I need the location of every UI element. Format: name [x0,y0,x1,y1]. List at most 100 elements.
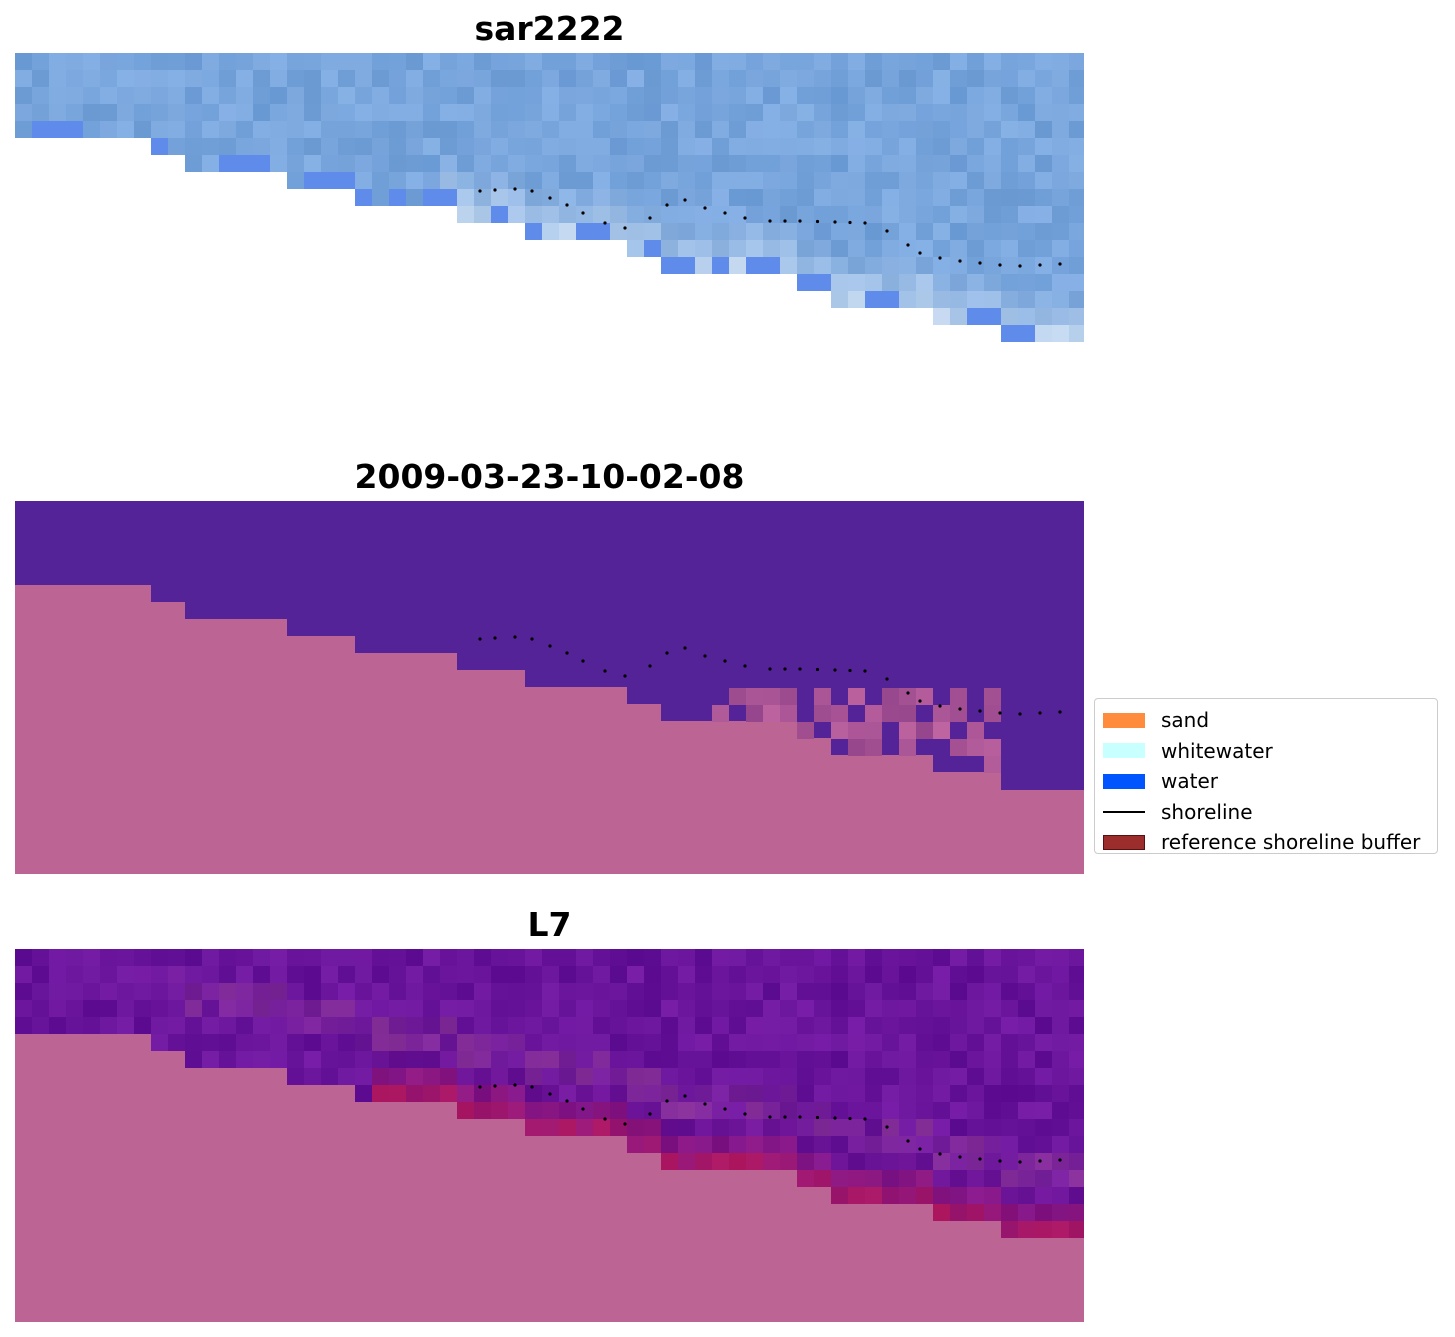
index-pixel [831,1034,848,1051]
rgb-pixel [746,189,763,206]
index-pixel [1052,1085,1069,1102]
water-class-column [542,501,559,687]
rgb-pixel [304,87,321,104]
shoreline-dot [623,674,627,678]
index-pixel [831,1085,848,1102]
water-class-column [253,501,270,619]
rgb-pixel [508,172,525,189]
index-pixel [576,949,593,966]
index-pixel [831,1102,848,1119]
index-pixel [474,1051,491,1068]
index-pixel [100,1000,117,1017]
index-pixel [593,1034,610,1051]
rgb-pixel [593,155,610,172]
index-pixel [117,949,134,966]
shoreline-dots [478,187,1062,268]
index-pixel [576,1000,593,1017]
rgb-pixel [287,87,304,104]
rgb-pixel [219,70,236,87]
shoreline-dot [548,1092,552,1096]
rgb-pixel [916,291,933,308]
rgb-pixel [746,104,763,121]
index-pixel [457,1034,474,1051]
index-pixel [287,966,304,983]
water-class-column [389,501,406,653]
rgb-pixel [950,70,967,87]
rgb-pixel [865,70,882,87]
rgb-pixel [202,87,219,104]
index-pixel [236,1051,253,1068]
index-pixel [576,1017,593,1034]
rgb-pixel [1035,240,1052,257]
index-pixel [984,1170,1001,1187]
index-pixel [984,1136,1001,1153]
water-class-column [474,501,491,670]
index-pixel [151,966,168,983]
rgb-pixel [423,104,440,121]
index-pixel [440,1068,457,1085]
rgb-pixel [984,104,1001,121]
rgb-pixel [865,223,882,240]
index-pixel [525,1051,542,1068]
shoreline-dot [478,189,482,193]
index-pixel [457,1085,474,1102]
rgb-pixel [882,155,899,172]
mixed-class-pixel [882,688,899,705]
rgb-pixel [508,189,525,206]
rgb-pixel [916,121,933,138]
rgb-pixel [1052,223,1069,240]
index-pixel [899,1170,916,1187]
legend-label-whitewater: whitewater [1161,738,1273,763]
mixed-class-pixel [984,688,1001,705]
rgb-pixel [372,189,389,206]
index-pixel [1001,1102,1018,1119]
water-class-column [117,501,134,585]
index-pixel [729,949,746,966]
index-pixel [678,1136,695,1153]
index-pixel [627,983,644,1000]
index-pixel [253,1017,270,1034]
index-pixel [32,983,49,1000]
rgb-pixel [457,155,474,172]
rgb-pixel [933,155,950,172]
rgb-pixel [678,87,695,104]
rgb-pixel [610,53,627,70]
rgb-pixel [66,104,83,121]
index-pixel [1052,1068,1069,1085]
water-class-pixel [1052,739,1069,756]
rgb-pixel [1018,104,1035,121]
index-pixel [814,1000,831,1017]
rgb-pixel [474,70,491,87]
index-pixel [202,966,219,983]
index-pixel [729,1085,746,1102]
rgb-pixel [780,223,797,240]
rgb-pixel [219,155,236,172]
rgb-pixel [661,155,678,172]
index-pixel [848,1068,865,1085]
water-class-column [933,501,950,772]
index-pixel [168,949,185,966]
shoreline-dot [513,1083,517,1087]
rgb-image [15,53,1084,426]
rgb-pixel [542,53,559,70]
rgb-pixel [950,240,967,257]
rgb-pixel [423,138,440,155]
index-pixel [899,1017,916,1034]
rgb-pixel [695,189,712,206]
water-class-column [168,501,185,602]
rgb-pixel [525,172,542,189]
index-pixel [508,1034,525,1051]
index-pixel [712,1017,729,1034]
rgb-pixel [1069,325,1084,342]
index-pixel [933,1204,950,1221]
index-pixel [1052,983,1069,1000]
index-pixel [1018,949,1035,966]
index-pixel [576,1034,593,1051]
index-pixel [899,1119,916,1136]
index-pixel [661,1068,678,1085]
index-pixel [151,1017,168,1034]
index-pixel [338,1017,355,1034]
rgb-pixel [882,172,899,189]
index-pixel [236,1000,253,1017]
index-pixel [355,1000,372,1017]
